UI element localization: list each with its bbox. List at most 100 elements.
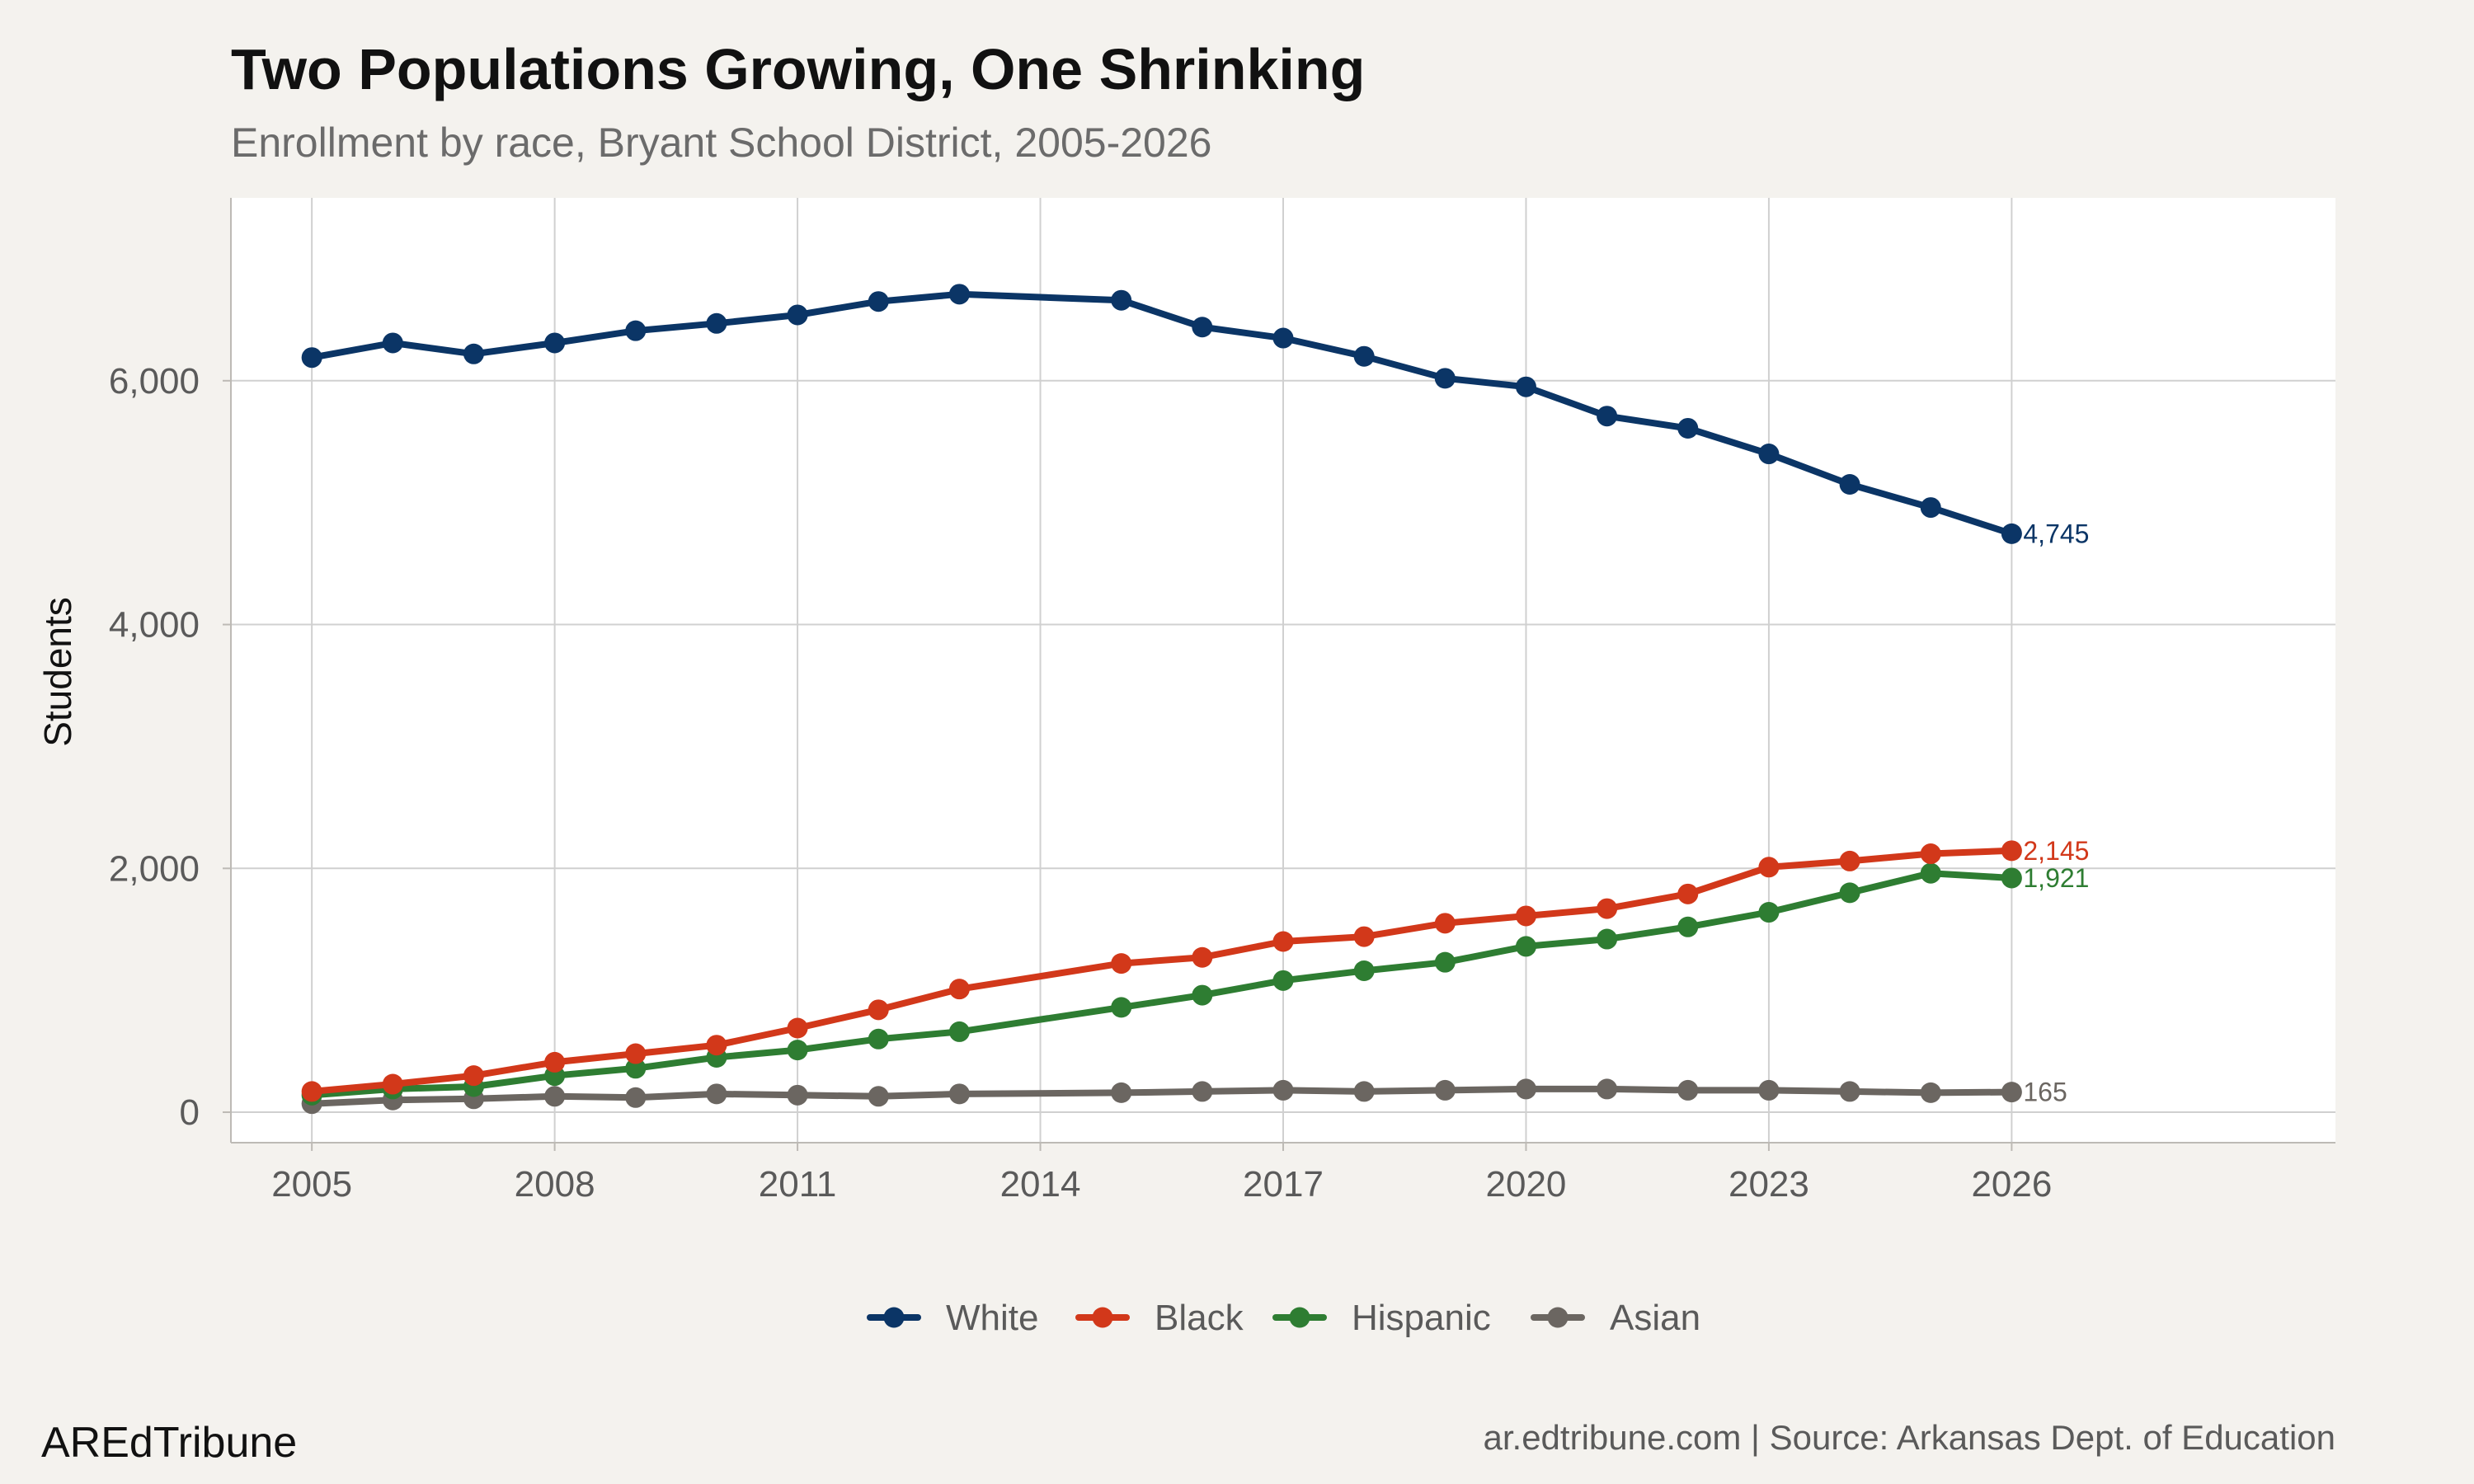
black-point: [948, 979, 970, 1000]
x-tick-label: 2005: [271, 1164, 352, 1205]
black-point: [1353, 926, 1375, 947]
white-point: [1434, 368, 1456, 389]
legend-item-hispanic: Hispanic: [1272, 1298, 1491, 1338]
asian-point: [1839, 1081, 1860, 1102]
asian-point: [1758, 1079, 1780, 1101]
white-point: [1192, 317, 1213, 338]
asian-point: [1111, 1082, 1132, 1103]
y-axis-ticks: 0 2,000 4,000 6,000: [109, 361, 231, 1133]
black-point: [1839, 850, 1860, 871]
white-point: [382, 332, 403, 354]
hispanic-point: [2001, 867, 2022, 889]
black-point: [868, 999, 889, 1021]
asian-point: [1272, 1079, 1294, 1101]
white-point: [787, 304, 808, 326]
series-hispanic: [301, 862, 2022, 1106]
hispanic-point: [1353, 960, 1375, 982]
asian-point: [1515, 1078, 1536, 1100]
white-point: [625, 320, 647, 341]
hispanic-end-label: 1,921: [2023, 863, 2089, 893]
black-point: [301, 1081, 322, 1102]
legend-key-point: [1547, 1307, 1569, 1328]
black-point: [1758, 857, 1780, 878]
hispanic-point: [1272, 970, 1294, 991]
black-point: [1515, 905, 1536, 927]
x-tick-label: 2023: [1729, 1164, 1809, 1205]
x-tick-label: 2026: [1971, 1164, 2052, 1205]
black-point: [1434, 913, 1456, 934]
hispanic-point: [1111, 997, 1132, 1018]
legend-item-white: White: [867, 1298, 1038, 1338]
x-tick-label: 2020: [1486, 1164, 1567, 1205]
black-point: [1920, 843, 1941, 865]
white-point: [1353, 345, 1375, 367]
x-tick-label: 2017: [1243, 1164, 1324, 1205]
white-point: [463, 343, 484, 364]
white-point: [868, 291, 889, 312]
asian-point: [1677, 1079, 1699, 1101]
white-point: [1758, 444, 1780, 465]
legend-label: Asian: [1610, 1298, 1700, 1338]
white-point: [1920, 497, 1941, 519]
black-point: [544, 1051, 566, 1073]
grid-lines: [231, 198, 2335, 1143]
white-point: [301, 347, 322, 369]
brand-logo-text: AREdTribune: [41, 1419, 297, 1467]
hispanic-point: [787, 1040, 808, 1061]
legend-item-black: Black: [1075, 1298, 1244, 1338]
legend-item-asian: Asian: [1531, 1298, 1700, 1338]
hispanic-point: [1920, 862, 1941, 884]
chart-subtitle: Enrollment by race, Bryant School Distri…: [231, 120, 1211, 166]
hispanic-point: [1839, 882, 1860, 904]
white-point: [1272, 327, 1294, 349]
asian-point: [787, 1084, 808, 1106]
white-point: [706, 312, 727, 334]
legend-key-point: [883, 1307, 905, 1328]
black-point: [1272, 931, 1294, 952]
x-tick-label: 2008: [515, 1164, 595, 1205]
x-tick-label: 2014: [1000, 1164, 1081, 1205]
legend: White Black Hispanic Asian: [867, 1298, 1700, 1338]
white-point: [544, 332, 566, 354]
white-point: [1597, 406, 1618, 427]
asian-point: [1353, 1081, 1375, 1102]
black-point: [1597, 898, 1618, 919]
hispanic-point: [1677, 916, 1699, 937]
chart-title: Two Populations Growing, One Shrinking: [231, 37, 1365, 101]
black-point: [463, 1065, 484, 1087]
asian-point: [868, 1086, 889, 1107]
y-tick-label: 2,000: [109, 848, 200, 889]
asian-point: [1192, 1081, 1213, 1102]
black-point: [706, 1035, 727, 1056]
white-point: [2001, 523, 2022, 544]
black-point: [1192, 946, 1213, 968]
asian-point: [948, 1083, 970, 1105]
black-point: [787, 1017, 808, 1039]
series-asian: [301, 1078, 2022, 1115]
white-point: [1515, 376, 1536, 397]
asian-point: [1920, 1082, 1941, 1103]
asian-point: [625, 1087, 647, 1108]
hispanic-point: [625, 1058, 647, 1079]
white-point: [1677, 417, 1699, 439]
white-end-label: 4,745: [2023, 519, 2089, 548]
x-tick-label: 2011: [759, 1164, 837, 1205]
series-black: [301, 840, 2022, 1102]
hispanic-point: [948, 1021, 970, 1042]
asian-point: [1597, 1078, 1618, 1100]
legend-label: White: [946, 1298, 1038, 1338]
asian-point: [2001, 1082, 2022, 1103]
asian-point: [544, 1086, 566, 1107]
series-white: [301, 284, 2022, 544]
black-point: [1111, 953, 1132, 974]
hispanic-point: [868, 1028, 889, 1050]
legend-key-point: [1092, 1307, 1113, 1328]
black-point: [625, 1043, 647, 1064]
white-point: [1111, 289, 1132, 311]
hispanic-point: [1434, 951, 1456, 973]
x-axis-ticks: 2005 2008 2011 2014 2017 2020 2023 2026: [271, 1143, 2052, 1205]
legend-label: Hispanic: [1352, 1298, 1491, 1338]
black-end-label: 2,145: [2023, 836, 2089, 866]
